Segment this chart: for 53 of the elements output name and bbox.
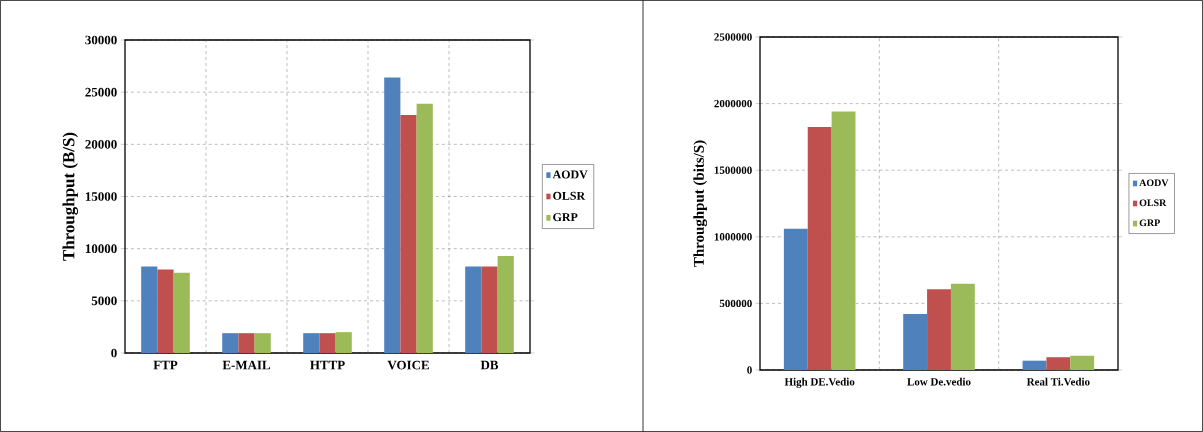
y-tick-label: 25000 [85,87,117,97]
y-tick-label: 10000 [85,244,117,254]
bar [335,332,352,353]
legend-label: OLSR [553,191,586,200]
y-tick-label: 2000000 [714,99,752,108]
y-tick-label: 30000 [85,35,117,45]
bar [319,333,336,353]
x-tick-label: FTP [153,360,178,370]
x-tick-label: E-MAIL [222,360,271,370]
bar [416,103,433,353]
y-tick-label: 0 [111,348,117,358]
x-tick-label: Real Ti.Vedio [1026,377,1090,386]
x-tick-label: HTTP [310,360,345,370]
bar [465,266,482,353]
y-tick-label: 5000 [91,296,117,306]
x-tick-label: VOICE [387,360,429,370]
bar [903,314,928,370]
y-axis-title: Throughput (B/S) [62,132,79,261]
y-tick-label: 1000000 [714,233,752,241]
bar [1046,357,1071,370]
legend-label: AODV [552,170,588,179]
y-tick-label: 15000 [85,192,117,201]
bar [950,283,975,370]
bar [1070,355,1095,370]
bar [384,77,401,353]
bar [173,272,190,353]
bar [831,111,856,370]
bar [238,333,255,353]
y-tick-label: 20000 [85,139,117,149]
y-tick-label: 0 [747,366,752,374]
bar [481,266,498,353]
bar [254,333,271,353]
bar [1022,360,1047,370]
y-axis-title: Throughput (bits/S) [693,140,708,267]
legend-label: GRP [553,213,578,222]
y-tick-label: 1500000 [714,166,752,174]
legend-label: GRP [1139,219,1160,227]
bar [927,289,951,370]
bar [400,115,417,353]
bar [222,333,239,353]
bar [497,255,514,353]
legend-label: OLSR [1139,199,1167,207]
x-tick-label: High DE.Vedio [784,377,855,388]
x-tick-label: DB [480,360,499,370]
bar [141,266,158,353]
bar [157,269,174,353]
x-tick-label: Low De.vedio [907,377,971,386]
bar [303,333,320,353]
y-tick-label: 500000 [719,299,752,308]
legend-label: AODV [1139,179,1169,187]
bar [783,228,808,370]
bar [807,127,832,370]
y-tick-label: 2500000 [714,33,752,41]
